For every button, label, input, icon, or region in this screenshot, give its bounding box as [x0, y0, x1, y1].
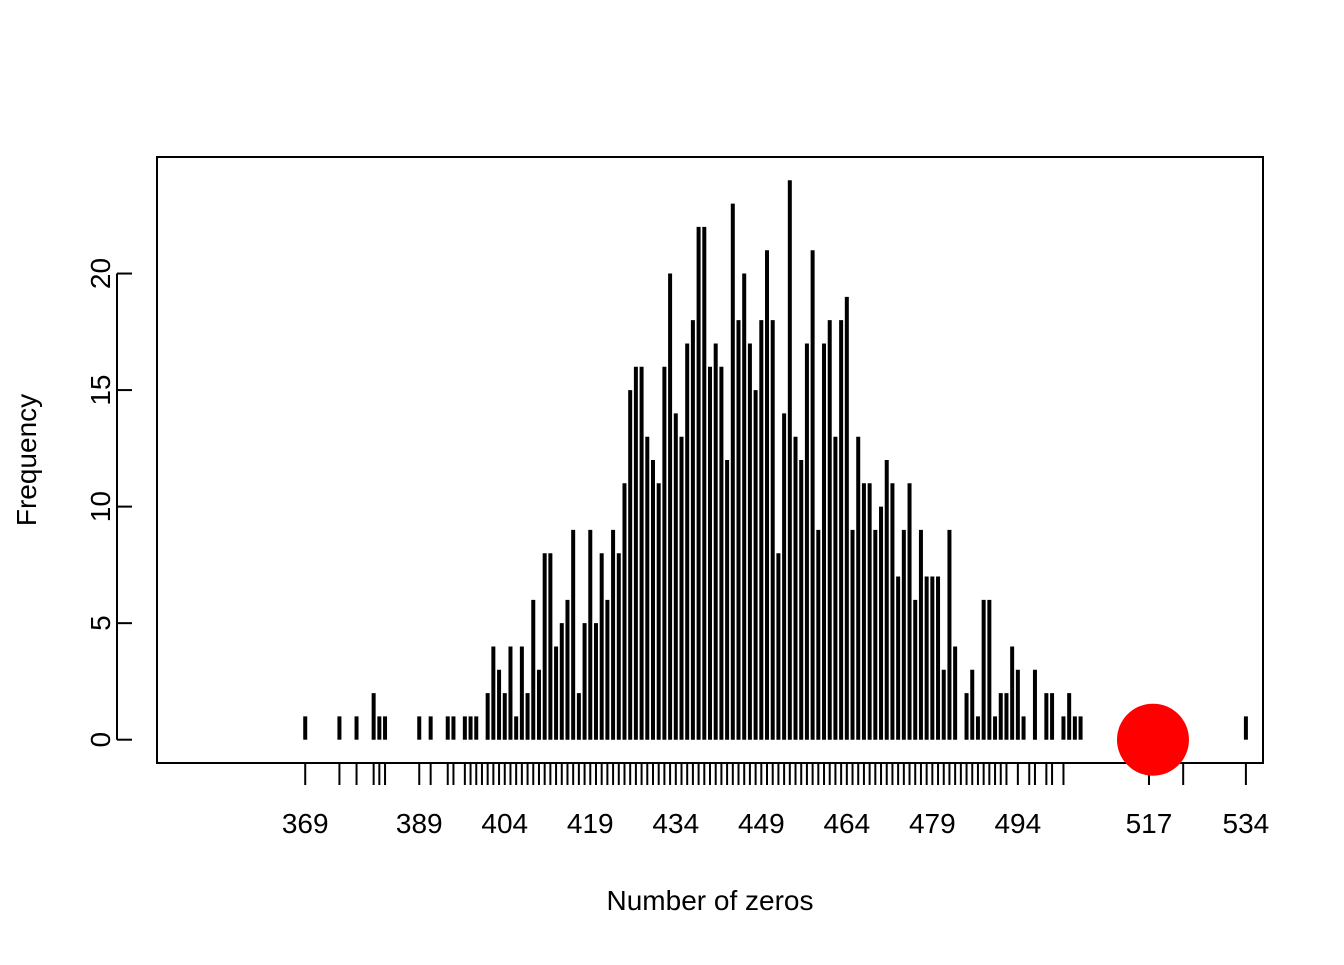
x-tick-label: 419	[567, 808, 614, 839]
x-axis-title: Number of zeros	[607, 885, 814, 916]
y-tick-label: 10	[85, 491, 116, 522]
x-tick-label: 534	[1223, 808, 1270, 839]
y-axis-title: Frequency	[11, 394, 42, 526]
x-tick-label: 389	[396, 808, 443, 839]
highlight-layer	[1116, 703, 1189, 776]
y-axis: 0 5 10 15 20	[85, 258, 132, 748]
y-tick-label: 5	[85, 615, 116, 631]
y-tick-label: 15	[85, 374, 116, 405]
x-tick-label: 449	[738, 808, 785, 839]
y-tick-label: 20	[85, 258, 116, 289]
x-axis: 369 389 404 419 434 449 464 479 494 517 534	[282, 763, 1269, 839]
x-tick-label: 517	[1126, 808, 1173, 839]
bars-layer	[303, 180, 1248, 740]
observed-value-marker	[1116, 703, 1189, 776]
y-tick-label: 0	[85, 732, 116, 748]
x-tick-label: 479	[909, 808, 956, 839]
x-tick-label: 464	[823, 808, 870, 839]
x-tick-label: 404	[481, 808, 528, 839]
x-tick-label: 369	[282, 808, 329, 839]
x-tick-label: 434	[652, 808, 699, 839]
x-tick-label: 494	[994, 808, 1041, 839]
